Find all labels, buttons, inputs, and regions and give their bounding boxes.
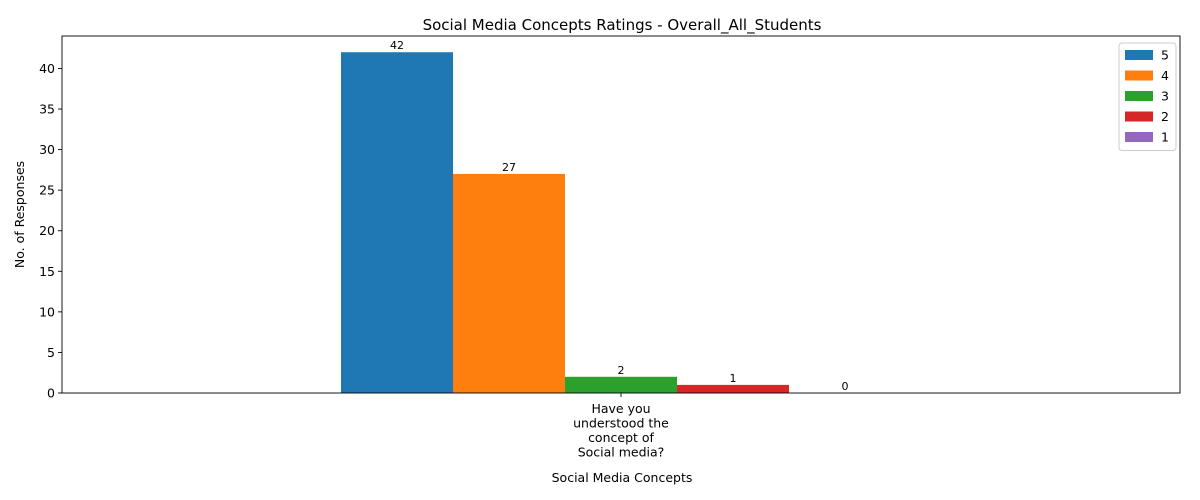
x-tick-label: understood the: [573, 416, 669, 431]
legend-label-4: 4: [1161, 68, 1169, 83]
legend-label-1: 1: [1161, 130, 1169, 145]
x-tick-label: concept of: [588, 430, 654, 445]
y-tick-label: 0: [47, 386, 55, 401]
y-tick-label: 10: [39, 304, 55, 319]
data-label-series-3: 2: [618, 364, 625, 377]
y-tick-label: 5: [47, 345, 55, 360]
y-tick-label: 35: [39, 102, 55, 117]
legend-label-5: 5: [1161, 48, 1169, 63]
x-axis-title: Social Media Concepts: [552, 470, 693, 485]
chart-title: Social Media Concepts Ratings - Overall_…: [423, 16, 822, 35]
legend-label-3: 3: [1161, 89, 1169, 104]
y-tick-label: 15: [39, 264, 55, 279]
data-label-series-1: 0: [842, 380, 849, 393]
data-label-series-2: 1: [730, 372, 737, 385]
legend: 5 4 3 2 1: [1118, 42, 1177, 151]
bar-series-2: [677, 384, 789, 393]
legend-swatch-5: [1125, 50, 1153, 60]
y-tick-label: 40: [39, 61, 55, 76]
legend-swatch-4: [1125, 70, 1153, 81]
y-tick-label: 25: [39, 183, 55, 198]
y-tick-label: 30: [39, 142, 55, 157]
plot-area: 42 27 2 1 0: [341, 39, 849, 394]
bar-series-5: [341, 52, 453, 394]
x-tick-label: Social media?: [578, 445, 665, 460]
legend-swatch-1: [1125, 132, 1153, 142]
legend-swatch-2: [1125, 111, 1153, 122]
legend-label-2: 2: [1161, 109, 1169, 124]
data-label-series-5: 42: [390, 39, 404, 52]
x-tick-label: Have you: [591, 401, 650, 416]
y-axis: 0 5 10 15 20 25 30 35 40: [39, 61, 62, 401]
bar-series-3: [565, 376, 677, 393]
y-tick-label: 20: [39, 223, 55, 238]
legend-swatch-3: [1125, 91, 1153, 101]
data-label-series-4: 27: [502, 161, 516, 174]
bar-series-4: [453, 173, 565, 393]
y-axis-title: No. of Responses: [12, 161, 27, 268]
plot-frame: [61, 35, 1181, 394]
